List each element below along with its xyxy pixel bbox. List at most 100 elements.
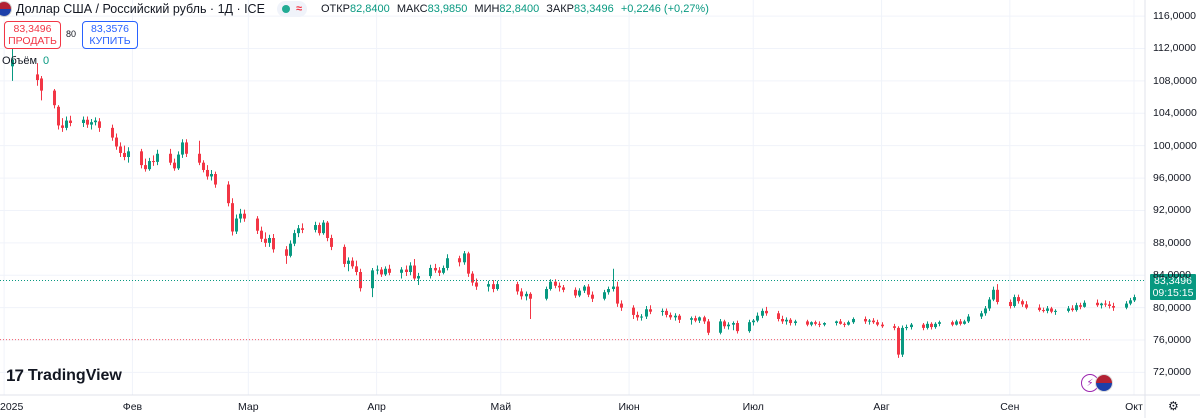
candle-body [496,284,499,290]
candle [243,209,246,222]
candle [330,234,333,251]
candle [53,88,56,109]
candle-body [1133,297,1136,301]
candle [405,265,408,277]
candle [239,208,242,223]
candle-body [843,323,846,325]
candle [806,319,809,327]
tradingview-logo-icon: 17 [6,366,24,385]
tradingview-logo[interactable]: 17 TradingView [6,366,122,386]
candle-body [272,237,275,250]
candle-body [227,184,230,204]
buy-button[interactable]: 83,3576 КУПИТЬ [82,21,138,49]
candle-body [992,289,995,300]
candle-body [612,286,615,290]
symbol-title[interactable]: Доллар США / Российский рубль · 1Д · ICE [16,2,265,16]
candle [951,320,954,327]
candle [86,116,89,128]
candle [235,214,238,234]
candle [520,288,523,300]
candle [442,265,445,275]
candle [707,318,710,336]
candle [355,260,358,276]
candle-body [127,151,130,158]
time-tick-label: Май [490,401,512,413]
candle-body [202,162,205,170]
candle-body [1083,302,1086,307]
candle [814,320,817,326]
candle [930,322,933,330]
candle-body [1042,310,1045,312]
candle-body [61,125,64,128]
candle [967,314,970,324]
market-open-dot-icon [281,5,290,13]
candle [90,118,93,130]
candle-body [343,246,346,264]
market-status[interactable]: ≈ [276,1,307,17]
candle-body [11,59,14,67]
candle-body [140,151,143,166]
candle [661,308,664,316]
candle-body [1054,310,1057,312]
candle-body [690,318,693,320]
candle [549,279,552,291]
event-badges[interactable]: ⚡ [1081,374,1113,392]
sell-button[interactable]: 83,3496 ПРОДАТЬ [4,21,61,49]
candle [847,320,850,326]
candle [736,320,739,334]
candle [264,232,267,247]
candle [665,308,668,318]
candle-body [1009,301,1012,307]
candle [583,284,586,294]
candle-body [376,269,379,271]
candle [206,165,209,180]
candle-body [235,218,238,232]
candle-body [293,233,296,244]
candle [674,313,677,321]
candle [558,282,561,292]
candle-body [115,137,118,147]
candle [1038,304,1041,312]
last-price-tag: 83,3496 09:15:15 [1150,273,1196,300]
candle-body [1046,308,1049,311]
candle-body [371,270,374,289]
candle [632,305,635,319]
candle-body [268,237,271,243]
candle-body [814,322,817,324]
candle [1096,299,1099,307]
candle-body [777,313,780,319]
candle [607,286,610,295]
candle [152,155,155,166]
volume-legend[interactable]: Объём 0 [2,55,50,67]
candle [901,325,904,358]
time-axis[interactable]: 2025 Фев Мар Апр Май Июн Июл Авг Сен Окт [0,398,1200,418]
candle [1112,302,1115,311]
candle [438,267,441,277]
candle-body [756,315,759,321]
candle-body [872,320,875,323]
candle [492,280,495,293]
candle-body [94,120,97,123]
price-tick-label: 116,0000 [1153,10,1197,23]
candle-body [707,321,710,333]
candle-body [475,282,478,287]
candle-body [98,121,101,128]
time-tick-label: Июл [742,401,764,413]
candle [144,158,147,172]
candle-body [583,286,586,291]
candle [574,287,577,298]
candle-body [156,153,159,162]
candle [1108,301,1111,309]
candle-body [384,268,387,275]
candle-body [665,310,668,315]
candle-body [301,228,304,230]
candle-body [314,225,317,230]
candle-body [210,174,213,177]
candle-body [748,322,751,332]
candle-body [951,322,954,325]
candle-body [761,310,764,316]
candle-body [144,165,147,170]
tradingview-logo-text: TradingView [27,367,122,384]
settings-gear-icon[interactable]: ⚙ [1168,399,1179,413]
